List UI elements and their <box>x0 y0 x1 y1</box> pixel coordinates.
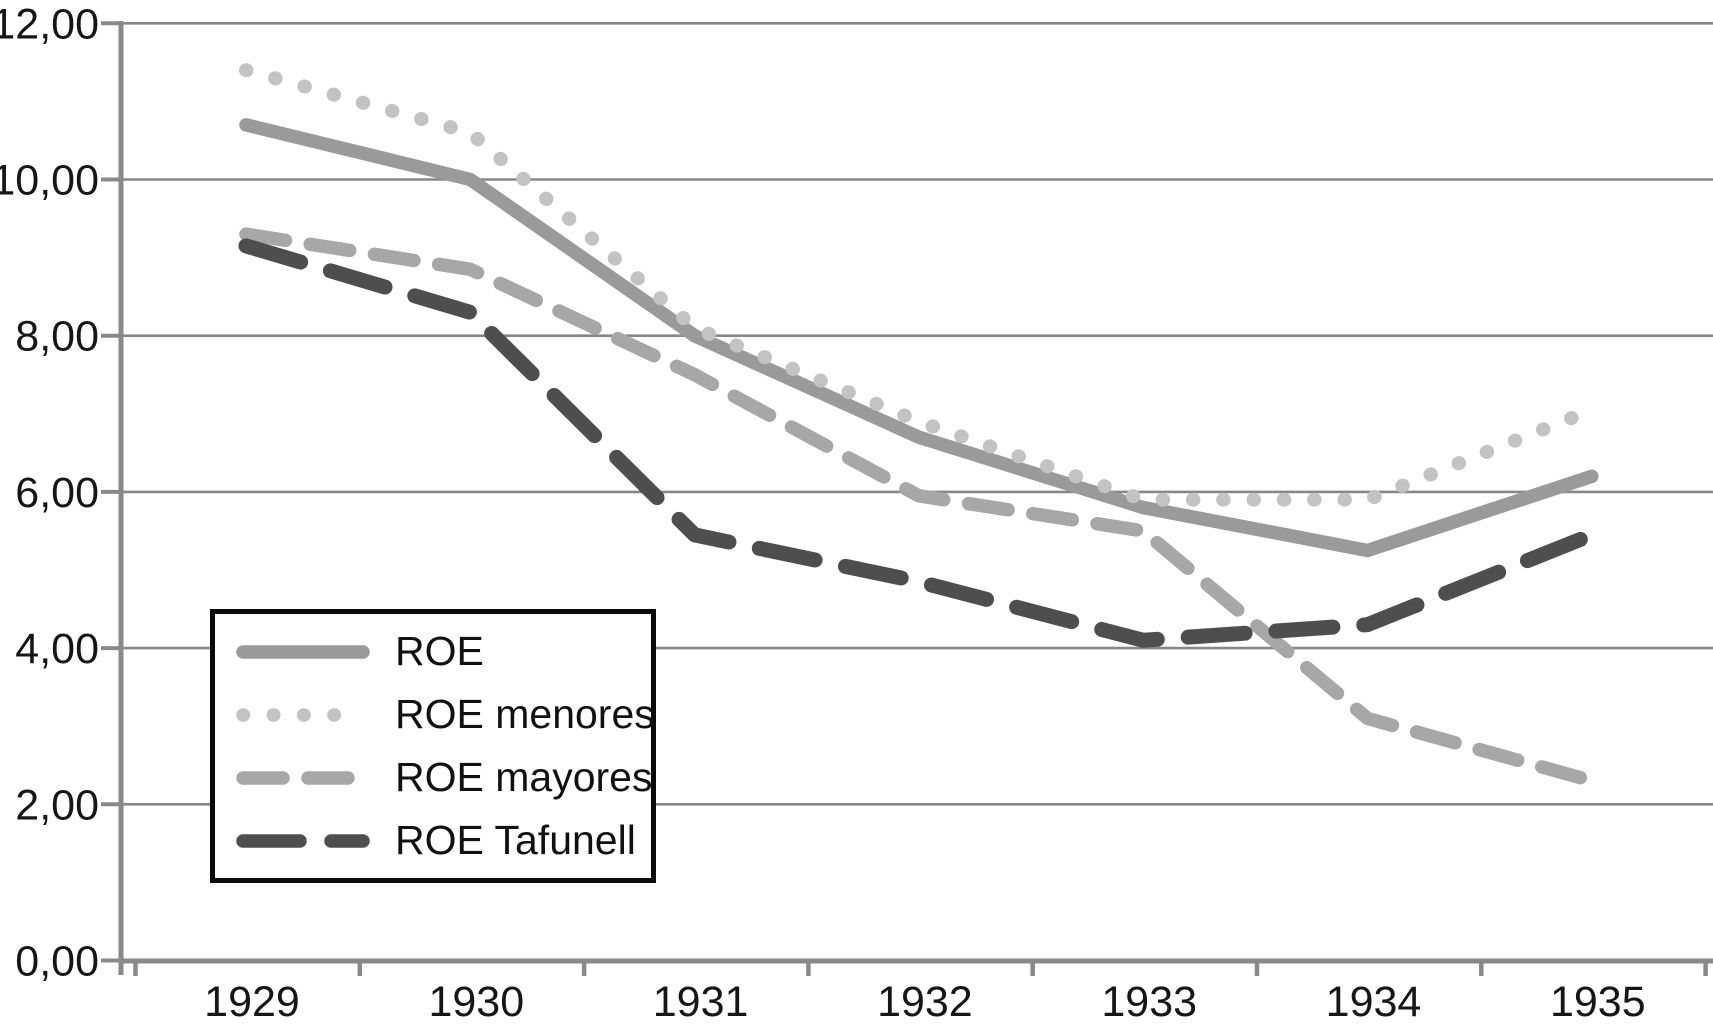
x-axis-label: 1931 <box>653 978 749 1026</box>
legend-swatch-roe-tafunell <box>236 833 370 848</box>
x-axis-label: 1930 <box>428 978 524 1026</box>
legend-item-roe: ROE <box>235 628 645 675</box>
y-axis-label: 6,00 <box>15 469 99 517</box>
y-axis-label: 12,00 <box>0 0 99 48</box>
x-axis-label: 1932 <box>877 978 973 1026</box>
x-axis-label: 1934 <box>1326 978 1422 1026</box>
y-axis-label: 4,00 <box>15 625 99 673</box>
series-line-roe-mayores <box>239 227 1599 788</box>
legend-swatch-roe <box>236 644 370 659</box>
x-axis-label: 1929 <box>204 978 300 1026</box>
series-line-roe-tafunell <box>238 238 1600 648</box>
legend-item-roe-menores: ROE menores <box>235 691 655 738</box>
y-axis-label: 0,00 <box>15 938 99 986</box>
y-axis-label: 2,00 <box>15 781 99 829</box>
legend-swatch-roe-menores <box>236 707 370 722</box>
legend-label-roe: ROE <box>395 628 484 674</box>
x-axis-label: 1935 <box>1550 978 1646 1026</box>
legend-item-roe-mayores: ROE mayores <box>235 754 652 801</box>
legend: ROE ROE menores ROE mayores ROE Tafunell <box>210 609 656 883</box>
y-axis-label: 8,00 <box>15 313 99 361</box>
legend-item-roe-tafunell: ROE Tafunell <box>235 817 645 864</box>
legend-label-roe-tafunell: ROE Tafunell <box>395 817 636 863</box>
legend-swatch-roe-mayores <box>236 770 370 785</box>
y-axis-label: 10,00 <box>0 157 99 205</box>
legend-label-roe-menores: ROE menores <box>395 691 655 737</box>
x-axis-label: 1933 <box>1101 978 1197 1026</box>
legend-label-roe-mayores: ROE mayores <box>395 754 653 800</box>
series-line-roe <box>239 118 1599 558</box>
